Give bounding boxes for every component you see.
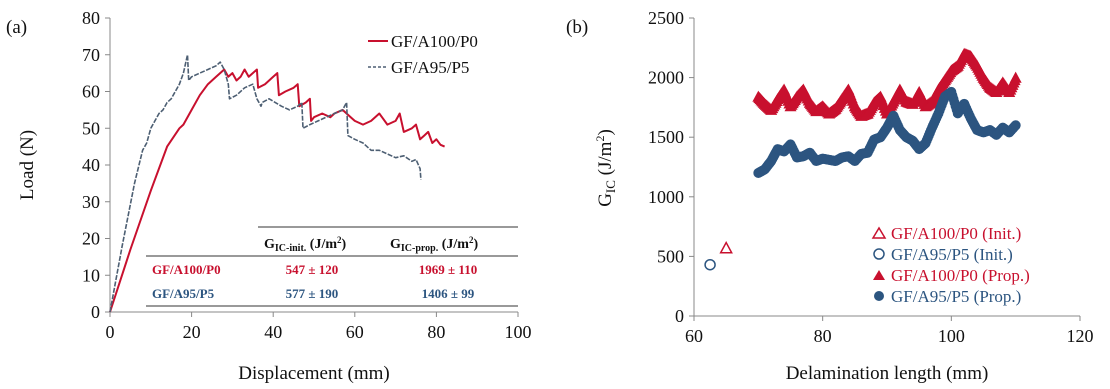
chart-b-ytick-label: 1000 <box>648 187 684 207</box>
legend-label-a100-prop: GF/A100/P0 (Prop.) <box>891 266 1030 285</box>
chart-a-xtick-label: 80 <box>427 322 445 342</box>
series-line-gf-a100-p0 <box>109 68 446 313</box>
chart-a-xtick-label: 100 <box>505 322 532 342</box>
series-gf-a95-p5-init <box>704 258 716 271</box>
chart-a-xtick-label: 0 <box>106 322 115 342</box>
legend-label-a95-init: GF/A95/P5 (Init.) <box>891 245 1013 264</box>
chart-a-ylabel: Load (N) <box>17 130 38 200</box>
chart-a-ytick-label: 50 <box>82 118 100 138</box>
legend-marker-open-circle <box>873 248 885 260</box>
chart-b-xtick-label: 80 <box>814 326 832 346</box>
chart-b-xtick-label: 120 <box>1067 326 1094 346</box>
table-header-init: GIC-init. (J/m2) <box>264 235 347 254</box>
series-gf-a100-p0-prop <box>752 47 1022 121</box>
chart-b-ytick-label: 500 <box>657 246 684 266</box>
panel-label-b: (b) <box>566 17 588 38</box>
chart-b-ytick-label: 2000 <box>648 68 684 88</box>
chart-b-axes <box>693 18 1080 317</box>
table-row-2-name: GF/A95/P5 <box>152 286 215 301</box>
chart-a-xtick-label: 20 <box>183 322 201 342</box>
chart-a-ytick-label: 80 <box>82 8 100 28</box>
chart-a-xtick-label: 40 <box>264 322 282 342</box>
table-row-1-name: GF/A100/P0 <box>152 262 221 277</box>
chart-b-ylabel: GIC (J/m2) <box>593 129 618 207</box>
table-row-2-prop: 1406 ± 99 <box>422 286 475 301</box>
chart-a-ytick-label: 60 <box>82 82 100 102</box>
point-marker <box>1009 71 1022 83</box>
chart-b-ytick-label: 2500 <box>648 8 684 28</box>
chart-a-legend: GF/A100/P0 GF/A95/P5 <box>368 32 478 77</box>
chart-a-ytick-label: 10 <box>82 265 100 285</box>
chart-a-ytick-label: 30 <box>82 192 100 212</box>
chart-b-xtick-label: 60 <box>685 326 703 346</box>
legend-label-a95-prop: GF/A95/P5 (Prop.) <box>891 287 1021 306</box>
point-marker <box>1010 120 1021 131</box>
chart-b-xtick-label: 100 <box>938 326 965 346</box>
legend-marker-filled-triangle <box>873 270 885 280</box>
legend-label-gf-a100-p0: GF/A100/P0 <box>391 32 478 51</box>
point-marker <box>719 240 733 254</box>
chart-a-xtick-label: 60 <box>346 322 364 342</box>
legend-label-gf-a95-p5: GF/A95/P5 <box>391 58 469 77</box>
chart-b-ytick-label: 1500 <box>648 127 684 147</box>
chart-b-xlabel: Delamination length (mm) <box>786 363 989 384</box>
chart-a-ytick-label: 40 <box>82 155 100 175</box>
chart-a-ytick-label: 20 <box>82 229 100 249</box>
chart-b-ytick-label: 0 <box>675 306 684 326</box>
table-row-1-init: 547 ± 120 <box>286 262 339 277</box>
point-marker <box>704 258 716 271</box>
series-line-gf-a95-p5 <box>109 53 422 313</box>
chart-a-ytick-label: 70 <box>82 45 100 65</box>
legend-marker-open-triangle <box>871 226 887 239</box>
chart-a-ytick-label: 0 <box>91 302 100 322</box>
series-gf-a100-p0-init <box>719 240 733 254</box>
legend-label-a100-init: GF/A100/P0 (Init.) <box>891 224 1021 243</box>
table-row-2-init: 577 ± 190 <box>286 286 339 301</box>
table-row-1-prop: 1969 ± 110 <box>419 262 477 277</box>
series-gf-a95-p5-prop <box>753 86 1021 178</box>
table-header-prop: GIC-prop. (J/m2) <box>390 235 478 254</box>
fracture-toughness-table: GIC-init. (J/m2) GIC-prop. (J/m2) GF/A10… <box>146 226 518 307</box>
legend-marker-filled-circle <box>874 291 884 301</box>
chart-b-legend: GF/A100/P0 (Init.) GF/A95/P5 (Init.) GF/… <box>871 224 1030 306</box>
chart-a-xlabel: Displacement (mm) <box>238 363 389 384</box>
panel-label-a: (a) <box>6 17 27 38</box>
